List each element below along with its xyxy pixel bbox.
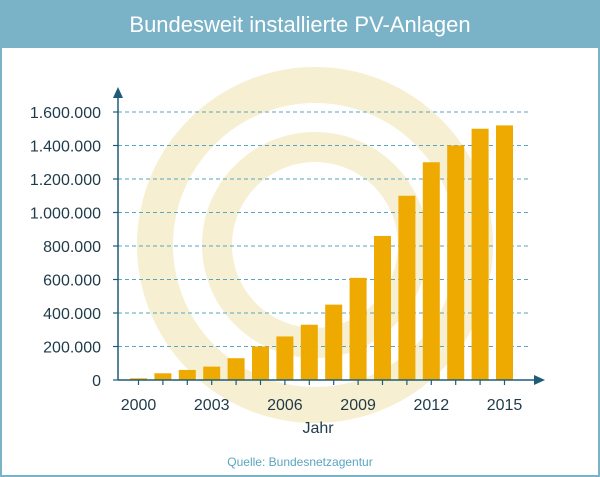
x-tick-label: 2003 xyxy=(194,397,230,414)
bar-2013 xyxy=(447,145,465,380)
bar-2004 xyxy=(227,358,245,380)
y-tick-labels: 0 200.000 400.000 600.000 800.000 1.000.000 1.… xyxy=(30,105,118,390)
chart-title: Bundesweit installierte PV-Anlagen xyxy=(129,12,471,37)
y-axis-arrow-icon xyxy=(113,87,123,98)
y-tick-label: 1.600.000 xyxy=(30,105,101,122)
y-tick-label: 400.000 xyxy=(43,306,101,323)
bar-2007 xyxy=(300,324,318,380)
title-bar: Bundesweit installierte PV-Anlagen xyxy=(2,2,598,48)
source-note: Quelle: Bundesnetzagentur xyxy=(227,455,372,469)
y-tick-label: 600.000 xyxy=(43,273,101,290)
bar-2014 xyxy=(471,128,489,380)
bar-2012 xyxy=(422,162,440,380)
bar-2010 xyxy=(374,235,391,380)
bar-2011 xyxy=(398,195,416,380)
bar-2015 xyxy=(496,125,513,381)
x-tick-labels: 2000 2003 2006 2009 2012 2015 xyxy=(121,380,523,414)
y-tick-label: 1.200.000 xyxy=(30,172,101,189)
x-tick-label: 2012 xyxy=(414,397,450,414)
bar-2001 xyxy=(154,373,172,380)
y-tick-label: 1.000.000 xyxy=(30,206,101,223)
bar-2006 xyxy=(276,336,294,380)
y-tick-label: 0 xyxy=(92,373,101,390)
y-tick-label: 800.000 xyxy=(43,239,101,256)
x-tick-label: 2015 xyxy=(487,397,523,414)
x-tick-label: 2006 xyxy=(267,397,303,414)
gridlines xyxy=(118,111,528,347)
x-tick-label: 2000 xyxy=(121,397,157,414)
bars xyxy=(130,125,513,381)
x-axis-arrow-icon xyxy=(534,375,545,385)
x-tick-label: 2009 xyxy=(340,397,376,414)
bar-2009 xyxy=(349,277,367,380)
x-axis-label: Jahr xyxy=(302,420,334,437)
y-tick-label: 200.000 xyxy=(43,340,101,357)
bar-2008 xyxy=(325,304,343,380)
bar-2005 xyxy=(252,346,269,380)
bar-2000 xyxy=(130,378,147,380)
y-tick-label: 1.400.000 xyxy=(30,139,101,156)
bar-2002 xyxy=(178,369,196,380)
bar-2003 xyxy=(203,366,221,380)
